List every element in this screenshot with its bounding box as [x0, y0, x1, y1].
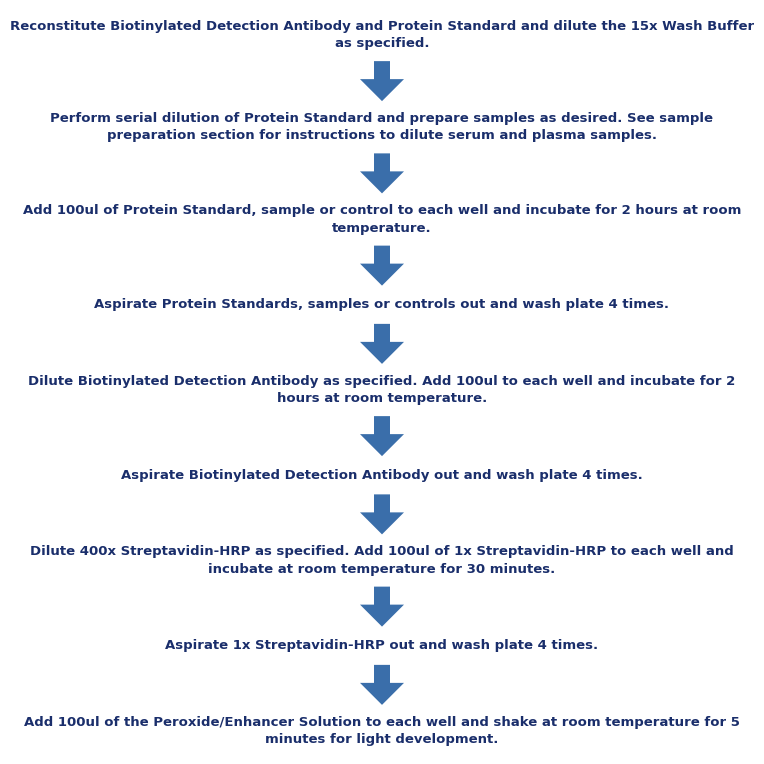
- Polygon shape: [360, 61, 404, 101]
- Polygon shape: [360, 587, 404, 626]
- Polygon shape: [360, 494, 404, 534]
- Polygon shape: [360, 416, 404, 456]
- Polygon shape: [360, 324, 404, 364]
- Text: Aspirate Protein Standards, samples or controls out and wash plate 4 times.: Aspirate Protein Standards, samples or c…: [95, 298, 669, 311]
- Text: Dilute Biotinylated Detection Antibody as specified. Add 100ul to each well and : Dilute Biotinylated Detection Antibody a…: [28, 375, 736, 405]
- Text: Reconstitute Biotinylated Detection Antibody and Protein Standard and dilute the: Reconstitute Biotinylated Detection Anti…: [10, 20, 754, 50]
- Text: Add 100ul of Protein Standard, sample or control to each well and incubate for 2: Add 100ul of Protein Standard, sample or…: [23, 204, 741, 235]
- Text: Dilute 400x Streptavidin-HRP as specified. Add 100ul of 1x Streptavidin-HRP to e: Dilute 400x Streptavidin-HRP as specifie…: [30, 545, 734, 576]
- Polygon shape: [360, 154, 404, 193]
- Text: Aspirate 1x Streptavidin-HRP out and wash plate 4 times.: Aspirate 1x Streptavidin-HRP out and was…: [166, 639, 598, 652]
- Polygon shape: [360, 665, 404, 705]
- Text: Perform serial dilution of Protein Standard and prepare samples as desired. See : Perform serial dilution of Protein Stand…: [50, 112, 714, 143]
- Text: Aspirate Biotinylated Detection Antibody out and wash plate 4 times.: Aspirate Biotinylated Detection Antibody…: [121, 469, 643, 482]
- Polygon shape: [360, 245, 404, 286]
- Text: Add 100ul of the Peroxide/Enhancer Solution to each well and shake at room tempe: Add 100ul of the Peroxide/Enhancer Solut…: [24, 716, 740, 746]
